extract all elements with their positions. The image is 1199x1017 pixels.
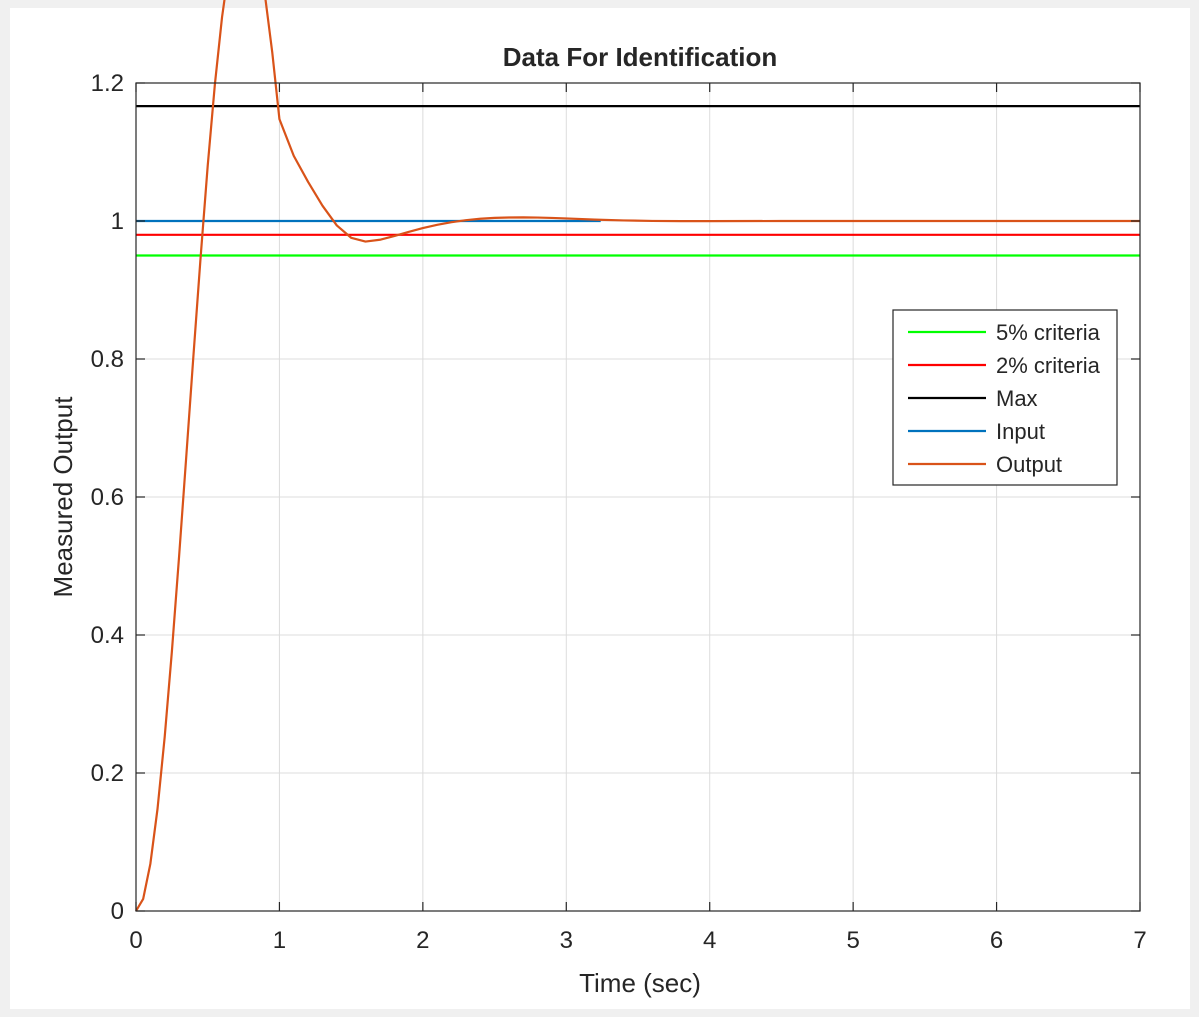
x-tick-label: 0	[129, 927, 142, 954]
x-tick-label: 4	[703, 927, 716, 954]
tick-labels: 0 1 2 3 4 5 6 7 0 0.2 0.4 0.6 0.8 1 1.2	[91, 70, 1147, 954]
tick-marks	[135, 82, 1141, 912]
y-tick-label: 0.4	[91, 622, 124, 649]
series-line-output	[135, 0, 1140, 912]
legend-label-max: Max	[996, 386, 1038, 411]
y-tick-label: 0.2	[91, 760, 124, 787]
legend-label-5-criteria: 5% criteria	[996, 320, 1101, 345]
x-tick-label: 5	[846, 927, 859, 954]
x-tick-label: 7	[1133, 927, 1146, 954]
x-tick-label: 1	[273, 927, 286, 954]
legend-label-output: Output	[996, 452, 1062, 477]
y-tick-label: 1.2	[91, 70, 124, 97]
x-tick-label: 6	[990, 927, 1003, 954]
y-tick-label: 1	[111, 208, 124, 235]
series-layer	[135, 0, 1140, 912]
y-tick-label: 0	[111, 898, 124, 925]
x-axis-label: Time (sec)	[579, 968, 701, 998]
y-tick-label: 0.8	[91, 346, 124, 373]
legend-label-2-criteria: 2% criteria	[996, 353, 1101, 378]
chart-title: Data For Identification	[503, 42, 777, 72]
x-tick-label: 3	[560, 927, 573, 954]
legend: 5% criteria 2% criteria Max Input Output	[892, 309, 1118, 486]
y-tick-label: 0.6	[91, 484, 124, 511]
y-axis-label: Measured Output	[48, 396, 78, 598]
x-tick-label: 2	[416, 927, 429, 954]
legend-label-input: Input	[996, 419, 1045, 444]
